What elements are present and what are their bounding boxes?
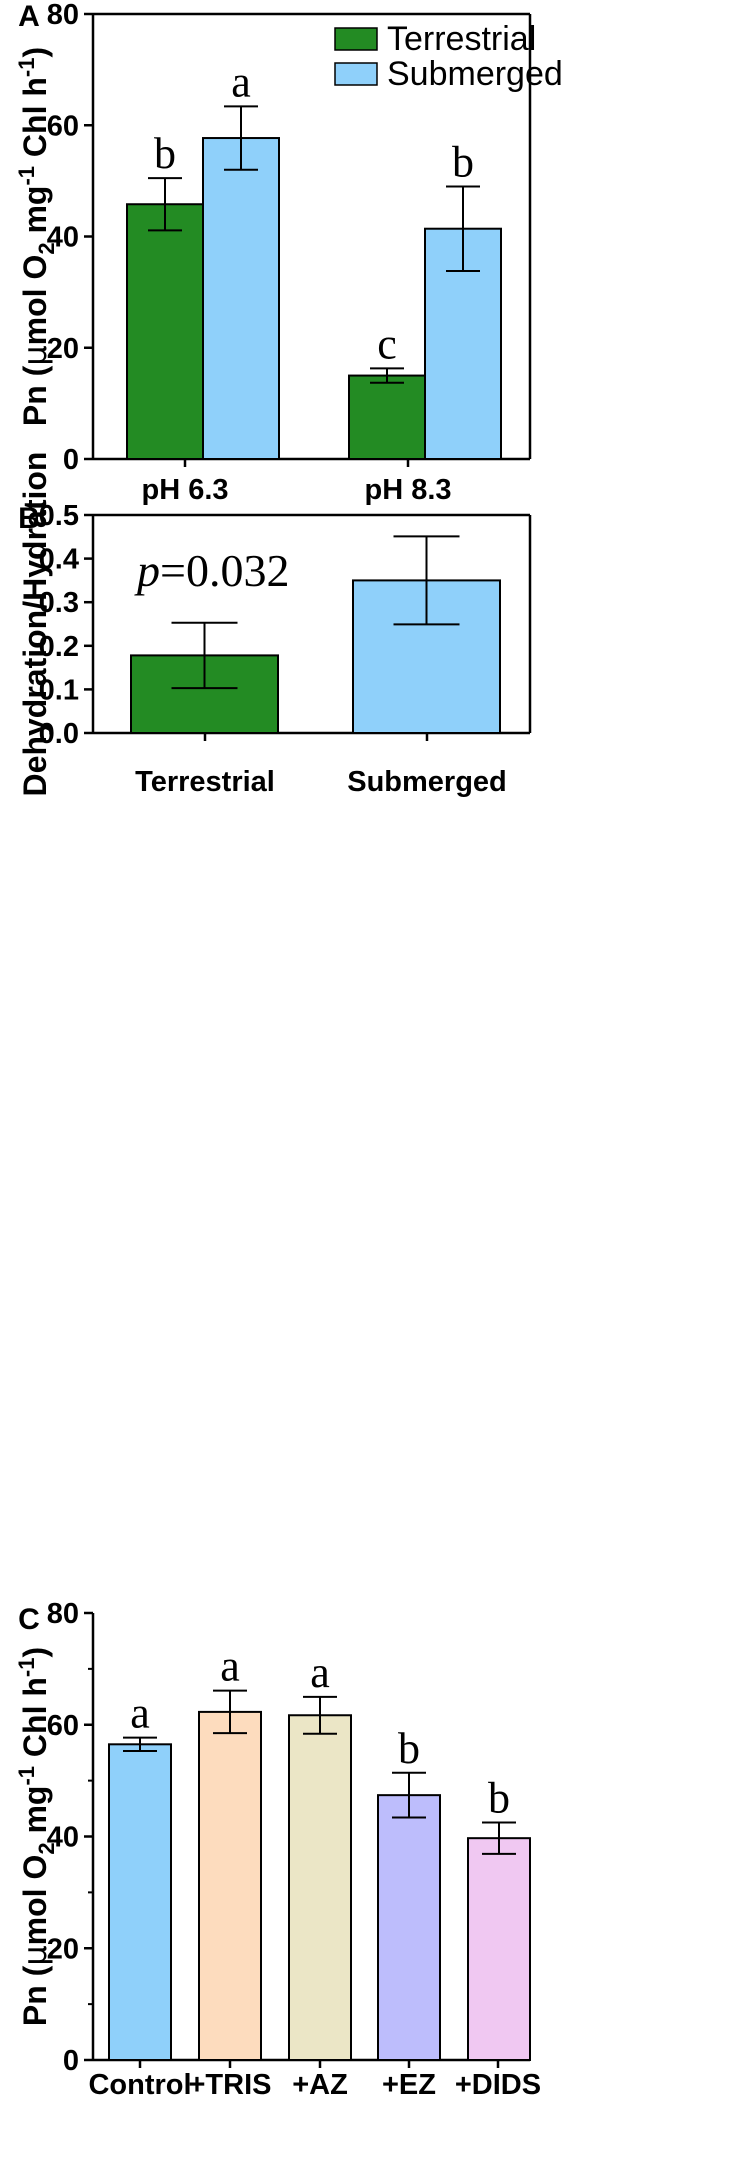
y-axis-label-part: Chl h — [17, 77, 53, 166]
y-axis-label: Pn (μmol O2 mg-1 Chl h-1) — [14, 1647, 59, 2026]
x-tick-label: pH 8.3 — [364, 474, 451, 506]
significance-letter: c — [377, 319, 397, 368]
chart-panel-b: B 0.0 0.1 0.2 0.3 0.4 0.5Dehydration/Hydration… — [17, 452, 532, 798]
significance-letter: a — [231, 57, 251, 106]
y-axis-label-part: -1 — [14, 166, 39, 186]
y-tick-label: 0 — [63, 2045, 79, 2077]
y-tick-label: 0.5 — [39, 500, 79, 532]
significance-letter: a — [130, 1689, 150, 1738]
x-tick-label: +TRIS — [189, 2069, 272, 2101]
y-axis-label-part: -1 — [14, 58, 39, 78]
y-tick-label: 0.2 — [39, 631, 79, 663]
bar — [126, 203, 204, 460]
panel-letter: B — [18, 502, 40, 535]
x-tick-label: Submerged — [347, 766, 507, 798]
y-tick-label: 80 — [47, 1598, 79, 1630]
bar — [108, 1743, 172, 2062]
y-tick-label: 0.3 — [39, 587, 79, 619]
significance-letter: a — [310, 1648, 330, 1697]
y-axis-label-part: Pn ( — [17, 1965, 53, 2026]
legend-swatch — [334, 62, 378, 86]
bar — [348, 374, 426, 460]
y-axis-label-part: μ — [16, 345, 54, 365]
y-axis-label-part: Pn ( — [17, 365, 53, 426]
y-axis-label-part: μ — [16, 1945, 54, 1965]
y-tick-label: 60 — [47, 1710, 79, 1742]
y-axis-label: Dehydration/Hydration — [17, 452, 53, 797]
y-axis-label-part: mg — [17, 1786, 53, 1843]
legend-label: Submerged — [387, 55, 563, 93]
bar — [288, 1714, 352, 2061]
y-axis-label-part: Chl h — [17, 1677, 53, 1766]
y-axis-label-part: 2 — [34, 242, 59, 254]
panel-letter: A — [18, 0, 40, 33]
p-value-symbol: p — [134, 545, 160, 596]
y-tick-label: 0 — [63, 444, 79, 476]
y-axis-label-part: -1 — [14, 1766, 39, 1786]
y-tick-label: 80 — [47, 0, 79, 31]
y-axis-label-part: mol O — [17, 1855, 53, 1946]
significance-letter: b — [452, 137, 474, 186]
p-value-number: =0.032 — [160, 545, 289, 596]
bar — [198, 1710, 262, 2062]
x-tick-label: pH 6.3 — [141, 474, 228, 506]
p-value-annotation: p=0.032 — [134, 545, 289, 596]
x-tick-label: Terrestrial — [135, 766, 275, 798]
y-axis-label-part: mol O — [17, 255, 53, 346]
significance-letter: b — [154, 129, 176, 178]
y-axis-label: Pn (μmol O2 mg-1 Chl h-1) — [14, 47, 59, 426]
y-tick-label: 40 — [47, 1822, 79, 1854]
y-axis-label-part: mg — [17, 186, 53, 243]
panel-letter: C — [18, 1603, 40, 1636]
legend-swatch — [334, 27, 378, 51]
y-tick-label: 60 — [47, 110, 79, 142]
y-axis-label-part: -1 — [14, 1658, 39, 1678]
bar — [377, 1794, 441, 2061]
x-tick-label: Control — [88, 2069, 191, 2101]
significance-letter: a — [220, 1642, 240, 1691]
legend-label: Terrestrial — [387, 20, 536, 58]
y-axis-label-part: ) — [17, 47, 53, 58]
x-tick-label: +EZ — [382, 2069, 436, 2101]
bar — [467, 1837, 531, 2062]
y-tick-label: 0.1 — [39, 674, 79, 706]
y-tick-label: 40 — [47, 222, 79, 254]
y-axis-label-part: 2 — [34, 1842, 59, 1854]
significance-letter: b — [398, 1724, 420, 1773]
x-tick-label: +DIDS — [455, 2069, 541, 2101]
y-tick-label: 0.4 — [39, 544, 79, 576]
x-tick-label: +AZ — [292, 2069, 348, 2101]
y-tick-label: 20 — [47, 1933, 79, 1965]
bar — [202, 137, 280, 460]
y-tick-label: 0.0 — [39, 718, 79, 750]
y-tick-label: 20 — [47, 333, 79, 365]
significance-letter: b — [488, 1774, 510, 1823]
y-axis-label-part: ) — [17, 1647, 53, 1658]
